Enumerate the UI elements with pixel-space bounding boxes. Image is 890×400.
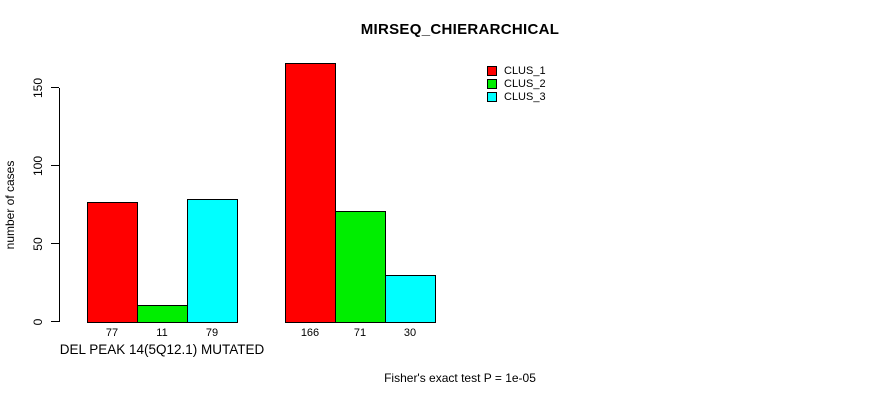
legend-item-clus_1: CLUS_1 [487,65,546,77]
legend-label: CLUS_3 [504,91,546,103]
bar-value-label: 79 [205,327,219,339]
chart-title: MIRSEQ_CHIERARCHICAL [360,21,560,38]
legend-swatch-icon [487,79,497,89]
fisher-test-annotation: Fisher's exact test P = 1e-05 [384,371,536,385]
legend-item-clus_2: CLUS_2 [487,78,546,90]
bar-clus_3-group2 [385,275,436,323]
bar-value-label: 71 [353,327,367,339]
bar-value-label: 30 [403,327,417,339]
y-tick-mark [51,87,59,88]
legend-swatch-icon [487,92,497,102]
bar-value-label: 11 [156,327,168,339]
legend-swatch-icon [487,66,497,76]
chart-legend: CLUS_1 CLUS_2 CLUS_3 [487,65,546,103]
legend-label: CLUS_2 [504,78,546,90]
bar-clus_2-group2 [335,211,386,323]
y-axis-title: number of cases [3,160,17,250]
y-tick-mark [51,243,59,244]
bar-clus_2-group1 [137,305,188,323]
y-tick-mark [51,165,59,166]
y-tick-mark [51,321,59,322]
bar-clus_1-group1 [87,202,138,323]
legend-item-clus_3: CLUS_3 [487,91,546,103]
y-tick-label: 150 [31,77,45,99]
legend-label: CLUS_1 [504,65,546,77]
y-axis-line [59,88,60,322]
x-axis-group-label: DEL PEAK 14(5Q12.1) MUTATED [59,342,265,357]
bar-clus_3-group1 [187,199,238,323]
bar-value-label: 77 [105,327,119,339]
bar-value-label: 166 [300,327,320,339]
bar-clus_1-group2 [285,63,336,323]
